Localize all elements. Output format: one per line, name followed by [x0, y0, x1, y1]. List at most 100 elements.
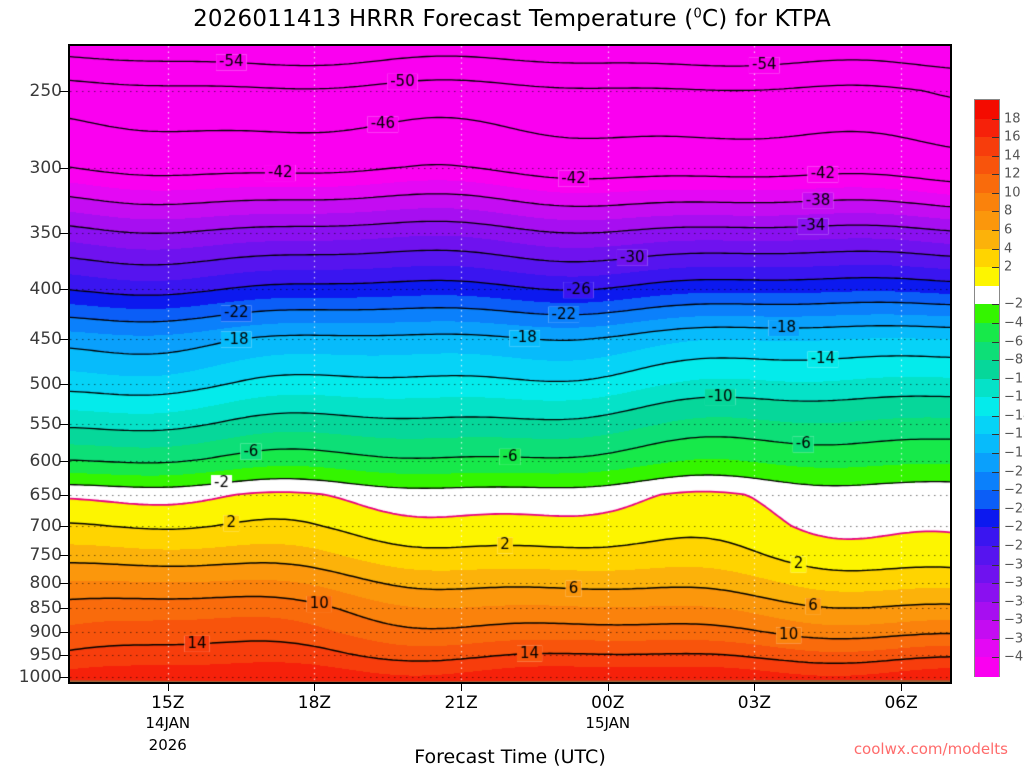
x-axis-tick-label: 15Z — [151, 693, 185, 713]
y-axis-tick-label: 650 — [29, 484, 62, 505]
colorbar-swatch — [975, 545, 999, 566]
colorbar-tick-mark — [992, 192, 999, 194]
colorbar-swatch — [975, 471, 999, 491]
x-axis-date-label: 15JAN — [585, 714, 631, 732]
colorbar-tick-mark — [992, 638, 999, 640]
y-axis-tick-label: 400 — [29, 279, 62, 300]
colorbar-swatch — [975, 322, 999, 343]
x-axis-tick-label: 00Z — [591, 693, 625, 713]
y-axis-tick-mark — [60, 424, 68, 426]
colorbar-tick-mark — [992, 620, 999, 622]
colorbar-tick-mark — [992, 601, 999, 603]
colorbar-tick-label: −28 — [1004, 538, 1024, 554]
colorbar-tick-mark — [992, 471, 999, 473]
y-axis-tick-label: 850 — [29, 598, 62, 619]
colorbar-swatch — [975, 490, 999, 510]
colorbar-tick-label: −4 — [1004, 315, 1024, 331]
colorbar-swatch — [975, 508, 999, 528]
colorbar-ticks: 18 16 14 12 10 8 6 4 2 −2 −4 −6 −8 −10 −12 −14 −16 −18 −20… — [992, 99, 1024, 677]
colorbar — [974, 99, 1000, 677]
colorbar-swatch — [975, 174, 999, 194]
y-axis-tick-mark — [60, 460, 68, 462]
y-axis-tick-mark — [60, 676, 68, 678]
colorbar-tick-label: 2 — [1004, 259, 1013, 275]
colorbar-tick-mark — [992, 174, 999, 176]
x-axis-tick-mark — [901, 684, 903, 691]
colorbar-tick-label: 8 — [1004, 203, 1013, 219]
x-axis-tick-mark — [754, 684, 756, 691]
colorbar-swatch — [975, 192, 999, 213]
colorbar-swatch — [975, 267, 999, 287]
colorbar-tick-label: −2 — [1004, 296, 1024, 312]
y-axis-tick-mark — [60, 339, 68, 341]
x-axis-tick-label: 03Z — [737, 693, 772, 713]
y-axis-tick-label: 600 — [29, 450, 62, 471]
colorbar-tick-mark — [992, 155, 999, 157]
chart-title-suffix: C) for KTPA — [701, 6, 831, 32]
colorbar-tick-mark — [992, 304, 999, 306]
colorbar-tick-mark — [992, 378, 999, 380]
colorbar-swatch — [975, 620, 999, 640]
colorbar-tick-mark — [992, 545, 999, 547]
y-axis-tick-mark — [60, 608, 68, 610]
y-axis-tick-label: 300 — [29, 157, 62, 178]
y-axis-tick-mark — [60, 494, 68, 496]
x-axis-title: Forecast Time (UTC) — [414, 746, 606, 768]
colorbar-tick-mark — [992, 415, 999, 417]
colorbar-tick-label: −30 — [1004, 557, 1024, 573]
watermark: coolwx.com/modelts — [853, 740, 1008, 758]
colorbar-tick-label: 14 — [1004, 148, 1021, 164]
y-axis-tick-label: 800 — [29, 572, 62, 593]
colorbar-tick-mark — [992, 248, 999, 250]
x-axis-tick-mark — [167, 684, 169, 691]
y-axis-tick-mark — [60, 383, 68, 385]
colorbar-swatch — [975, 453, 999, 473]
colorbar-swatch — [975, 657, 999, 677]
colorbar-tick-mark — [992, 267, 999, 269]
x-axis-tick-label: 06Z — [884, 693, 918, 713]
x-axis-date-label: 14JAN — [145, 714, 191, 732]
colorbar-swatch — [975, 564, 999, 584]
y-axis-tick-mark — [60, 526, 68, 528]
colorbar-tick-label: −14 — [1004, 408, 1024, 424]
colorbar-swatch — [975, 397, 999, 417]
colorbar-swatch — [975, 601, 999, 621]
chart-title-degree-superscript: 0 — [693, 6, 702, 22]
x-axis-tick-mark — [461, 684, 463, 691]
colorbar-swatch — [975, 434, 999, 454]
colorbar-tick-label: −16 — [1004, 426, 1024, 442]
y-axis-tick-label: 250 — [29, 80, 62, 101]
colorbar-tick-label: 12 — [1004, 166, 1021, 182]
colorbar-swatch — [975, 341, 999, 361]
colorbar-swatch — [975, 527, 999, 547]
plot-area[interactable] — [68, 44, 952, 684]
temperature-cross-section-canvas — [70, 46, 950, 682]
colorbar-swatch — [975, 304, 999, 324]
x-axis-tick-mark — [607, 684, 609, 691]
x-axis-year-label: 2026 — [148, 736, 187, 754]
page-title: 2026011413 HRRR Forecast Temperature (0C… — [0, 6, 1024, 32]
colorbar-tick-mark — [992, 341, 999, 343]
colorbar-swatch — [975, 638, 999, 658]
y-axis-tick-mark — [60, 289, 68, 291]
colorbar-tick-label: −40 — [1004, 649, 1024, 665]
colorbar-swatch — [975, 211, 999, 231]
colorbar-tick-label: −38 — [1004, 631, 1024, 647]
y-axis-tick-label: 550 — [29, 414, 62, 435]
colorbar-swatch — [975, 415, 999, 436]
y-axis-tick-label: 500 — [29, 373, 62, 394]
colorbar-tick-label: −34 — [1004, 594, 1024, 610]
colorbar-swatch — [975, 378, 999, 398]
colorbar-swatch — [975, 248, 999, 268]
y-axis-tick-label: 950 — [29, 645, 62, 666]
x-axis-tick-label: 21Z — [444, 693, 478, 713]
colorbar-tick-mark — [992, 397, 999, 399]
colorbar-tick-label: −22 — [1004, 482, 1024, 498]
y-axis-tick-mark — [60, 555, 68, 557]
x-axis-tick-mark — [314, 684, 316, 691]
colorbar-tick-label: 10 — [1004, 185, 1021, 201]
x-axis: Forecast Time (UTC) 15Z 14JAN 2026 18Z 21Z 00… — [68, 684, 952, 768]
colorbar-tick-label: −20 — [1004, 464, 1024, 480]
colorbar-tick-mark — [992, 490, 999, 492]
